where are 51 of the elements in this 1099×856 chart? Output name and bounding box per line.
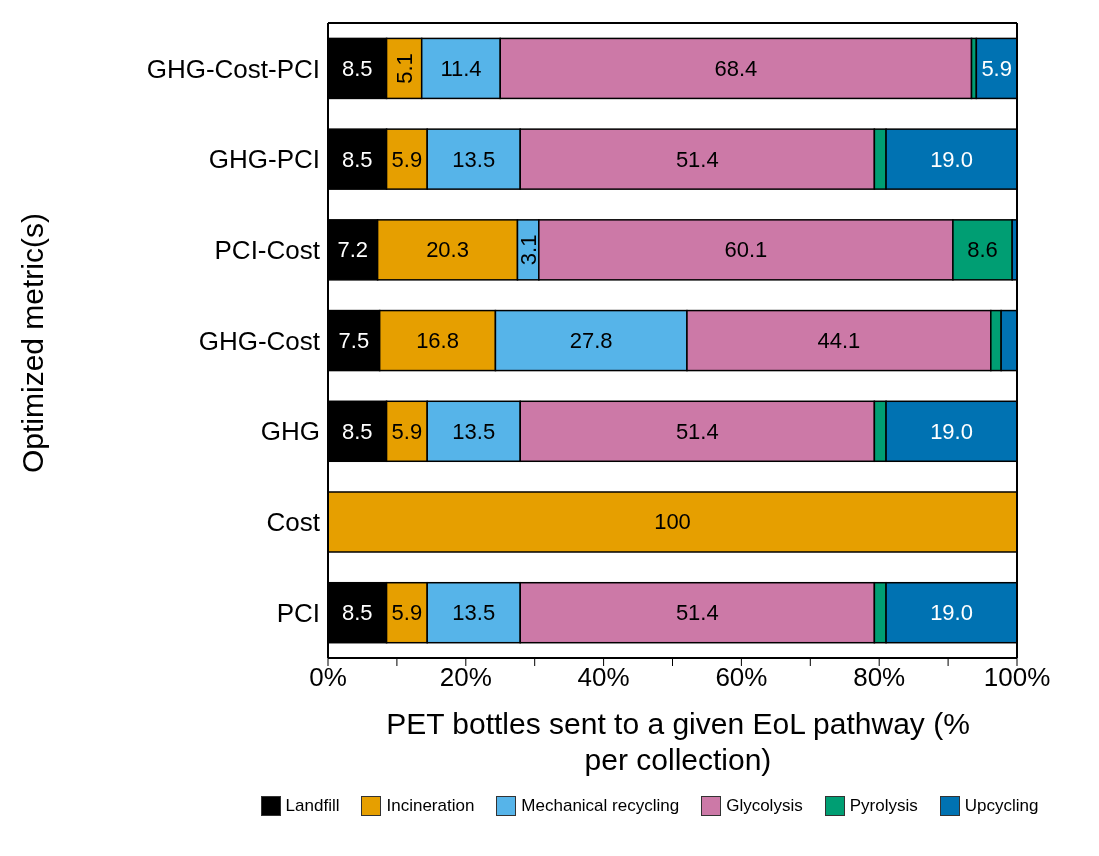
data-label: 20.3 xyxy=(426,237,469,263)
y-tick-label: GHG xyxy=(260,416,320,447)
y-tick-label: PCI-Cost xyxy=(214,235,321,266)
y-tick-label: Cost xyxy=(266,507,321,538)
data-label: 100 xyxy=(654,509,691,535)
x-axis-title: PET bottles sent to a given EoL pathway (% per collection) xyxy=(385,706,971,778)
legend-label: Landfill xyxy=(285,796,340,816)
data-label: 5.9 xyxy=(981,55,1012,81)
x-tick-label: 20% xyxy=(439,662,492,693)
data-label: 68.4 xyxy=(714,55,758,81)
x-tick-label: 100% xyxy=(983,662,1051,693)
data-label: 5.1 xyxy=(391,53,417,84)
data-label: 44.1 xyxy=(817,328,861,354)
data-label: 51.4 xyxy=(675,418,719,444)
data-label: 19.0 xyxy=(930,600,973,626)
legend-label: Incineration xyxy=(386,796,475,816)
data-label: 5.9 xyxy=(391,600,423,626)
data-label: 7.2 xyxy=(337,237,369,263)
y-tick-label: GHG-Cost-PCI xyxy=(146,53,320,84)
data-label: 19.0 xyxy=(930,418,973,444)
data-label: 8.6 xyxy=(967,237,998,263)
data-label: 8.5 xyxy=(341,146,373,172)
data-label: 13.5 xyxy=(452,600,496,626)
data-label: 13.5 xyxy=(452,146,496,172)
legend-label: Upcycling xyxy=(964,796,1039,816)
x-tick-label: 40% xyxy=(577,662,630,693)
data-label: 51.4 xyxy=(675,600,719,626)
data-label: 5.9 xyxy=(391,146,423,172)
legend-label: Glycolysis xyxy=(726,796,803,816)
data-label: 8.5 xyxy=(341,418,373,444)
data-label: 7.5 xyxy=(338,328,370,354)
data-label: 11.4 xyxy=(440,55,482,81)
data-label: 8.5 xyxy=(341,55,373,81)
x-tick-label: 60% xyxy=(715,662,768,693)
data-label: 8.5 xyxy=(341,600,373,626)
data-label: 13.5 xyxy=(452,418,496,444)
data-label: 27.8 xyxy=(569,328,613,354)
y-tick-label: GHG-PCI xyxy=(208,144,320,175)
legend-label: Mechanical recycling xyxy=(521,796,680,816)
y-tick-label: PCI xyxy=(276,597,320,628)
data-label: 60.1 xyxy=(724,237,768,263)
x-tick-label: 0% xyxy=(309,662,347,693)
data-label: 51.4 xyxy=(675,146,719,172)
data-label: 3.1 xyxy=(515,234,541,266)
x-tick-label: 80% xyxy=(853,662,906,693)
legend-label: Pyrolysis xyxy=(849,796,918,816)
data-label: 5.9 xyxy=(391,418,423,444)
y-tick-label: GHG-Cost xyxy=(198,325,321,356)
data-label: 16.8 xyxy=(416,328,459,354)
data-label: 19.0 xyxy=(930,146,973,172)
y-axis-title: Optimized metric(s) xyxy=(16,212,50,474)
